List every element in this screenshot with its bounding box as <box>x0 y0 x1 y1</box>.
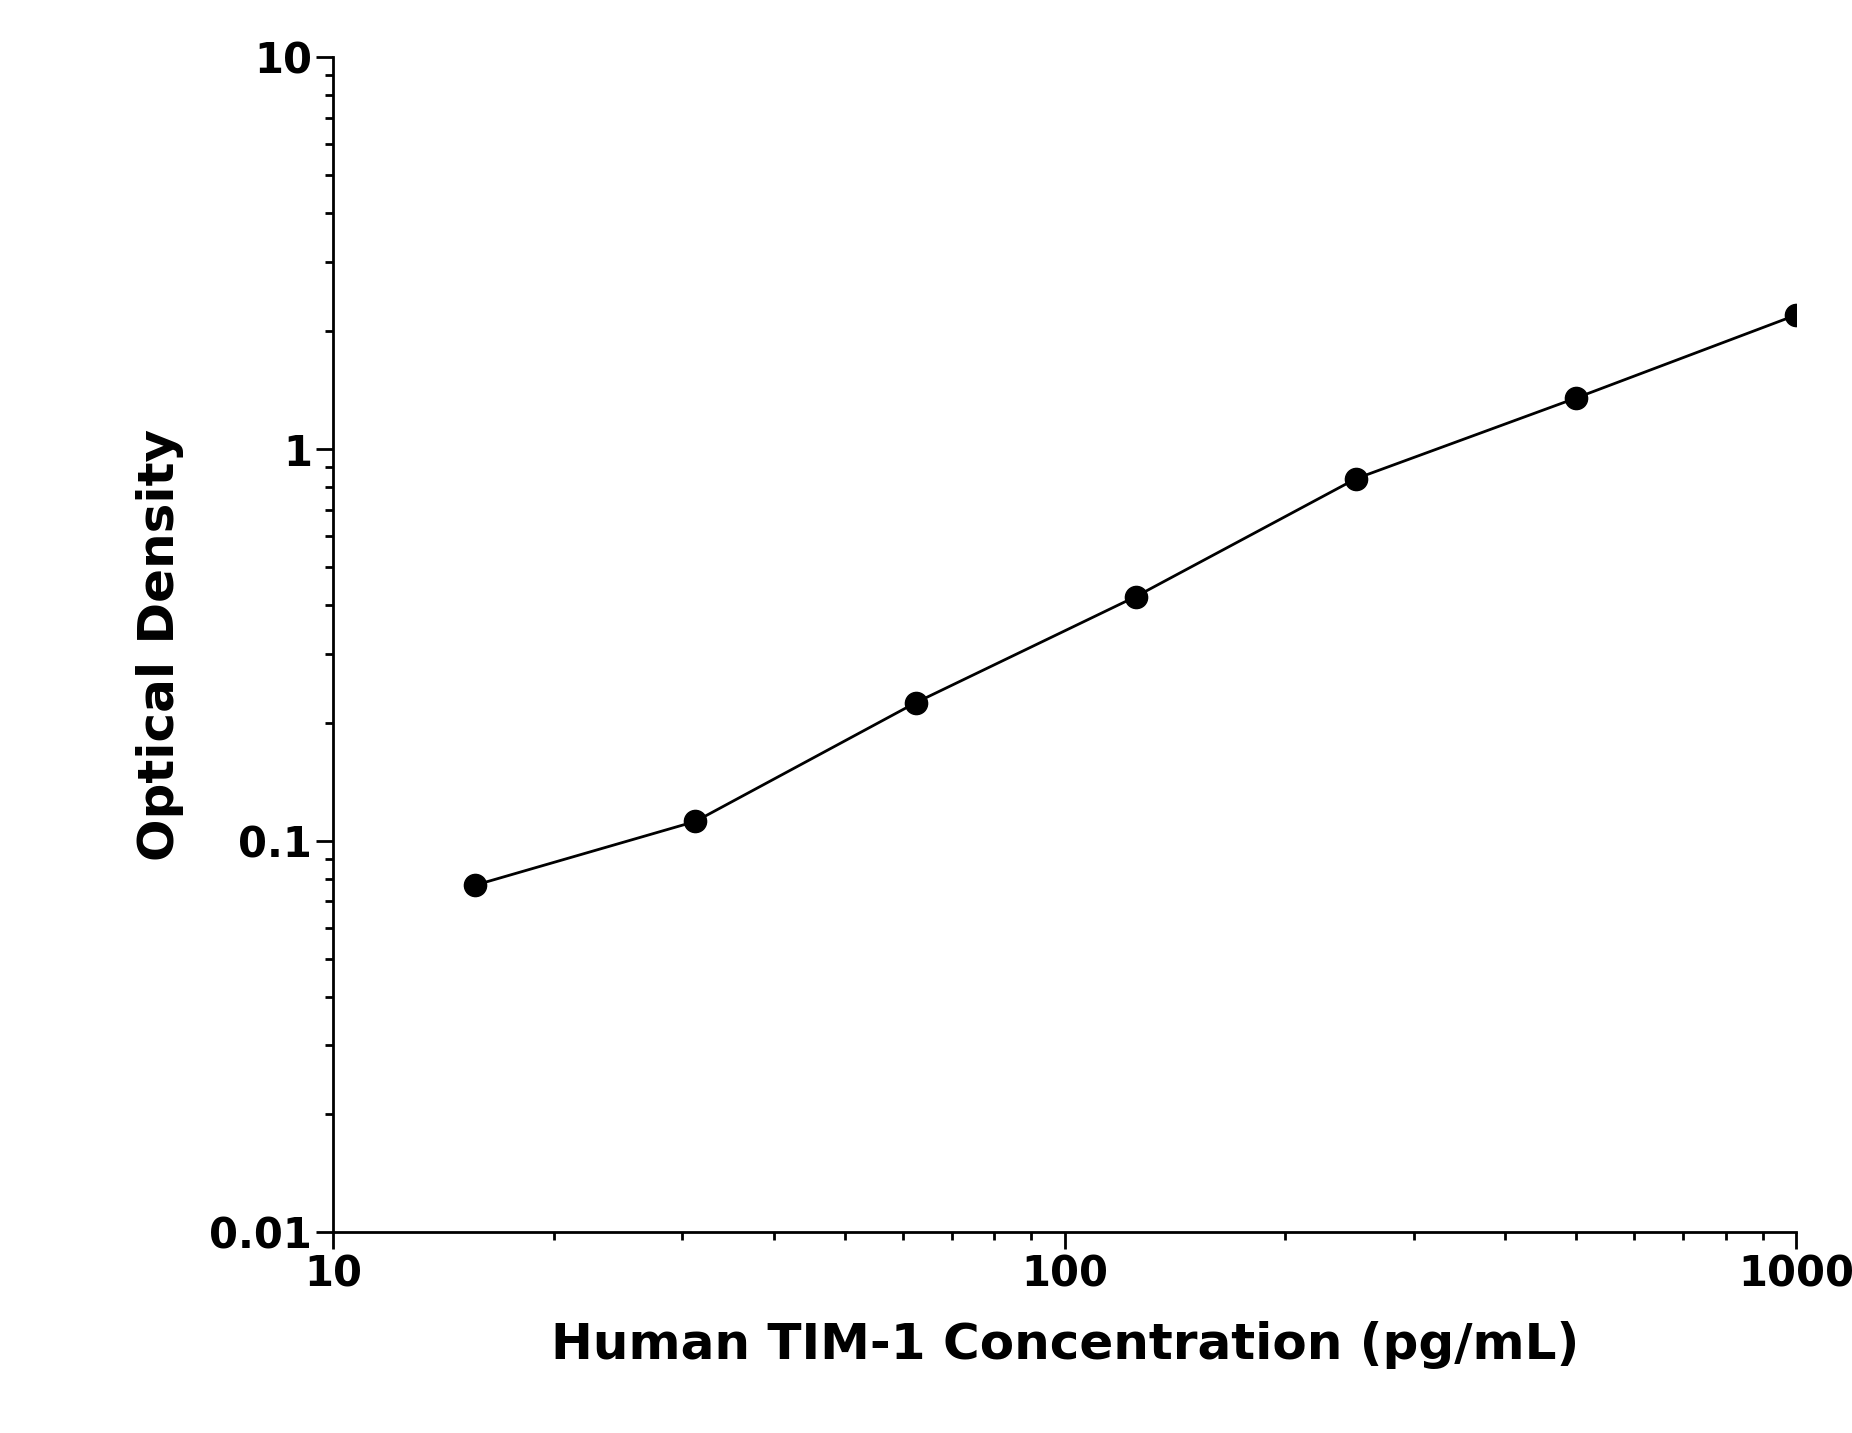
X-axis label: Human TIM-1 Concentration (pg/mL): Human TIM-1 Concentration (pg/mL) <box>550 1321 1580 1369</box>
Y-axis label: Optical Density: Optical Density <box>135 428 183 861</box>
